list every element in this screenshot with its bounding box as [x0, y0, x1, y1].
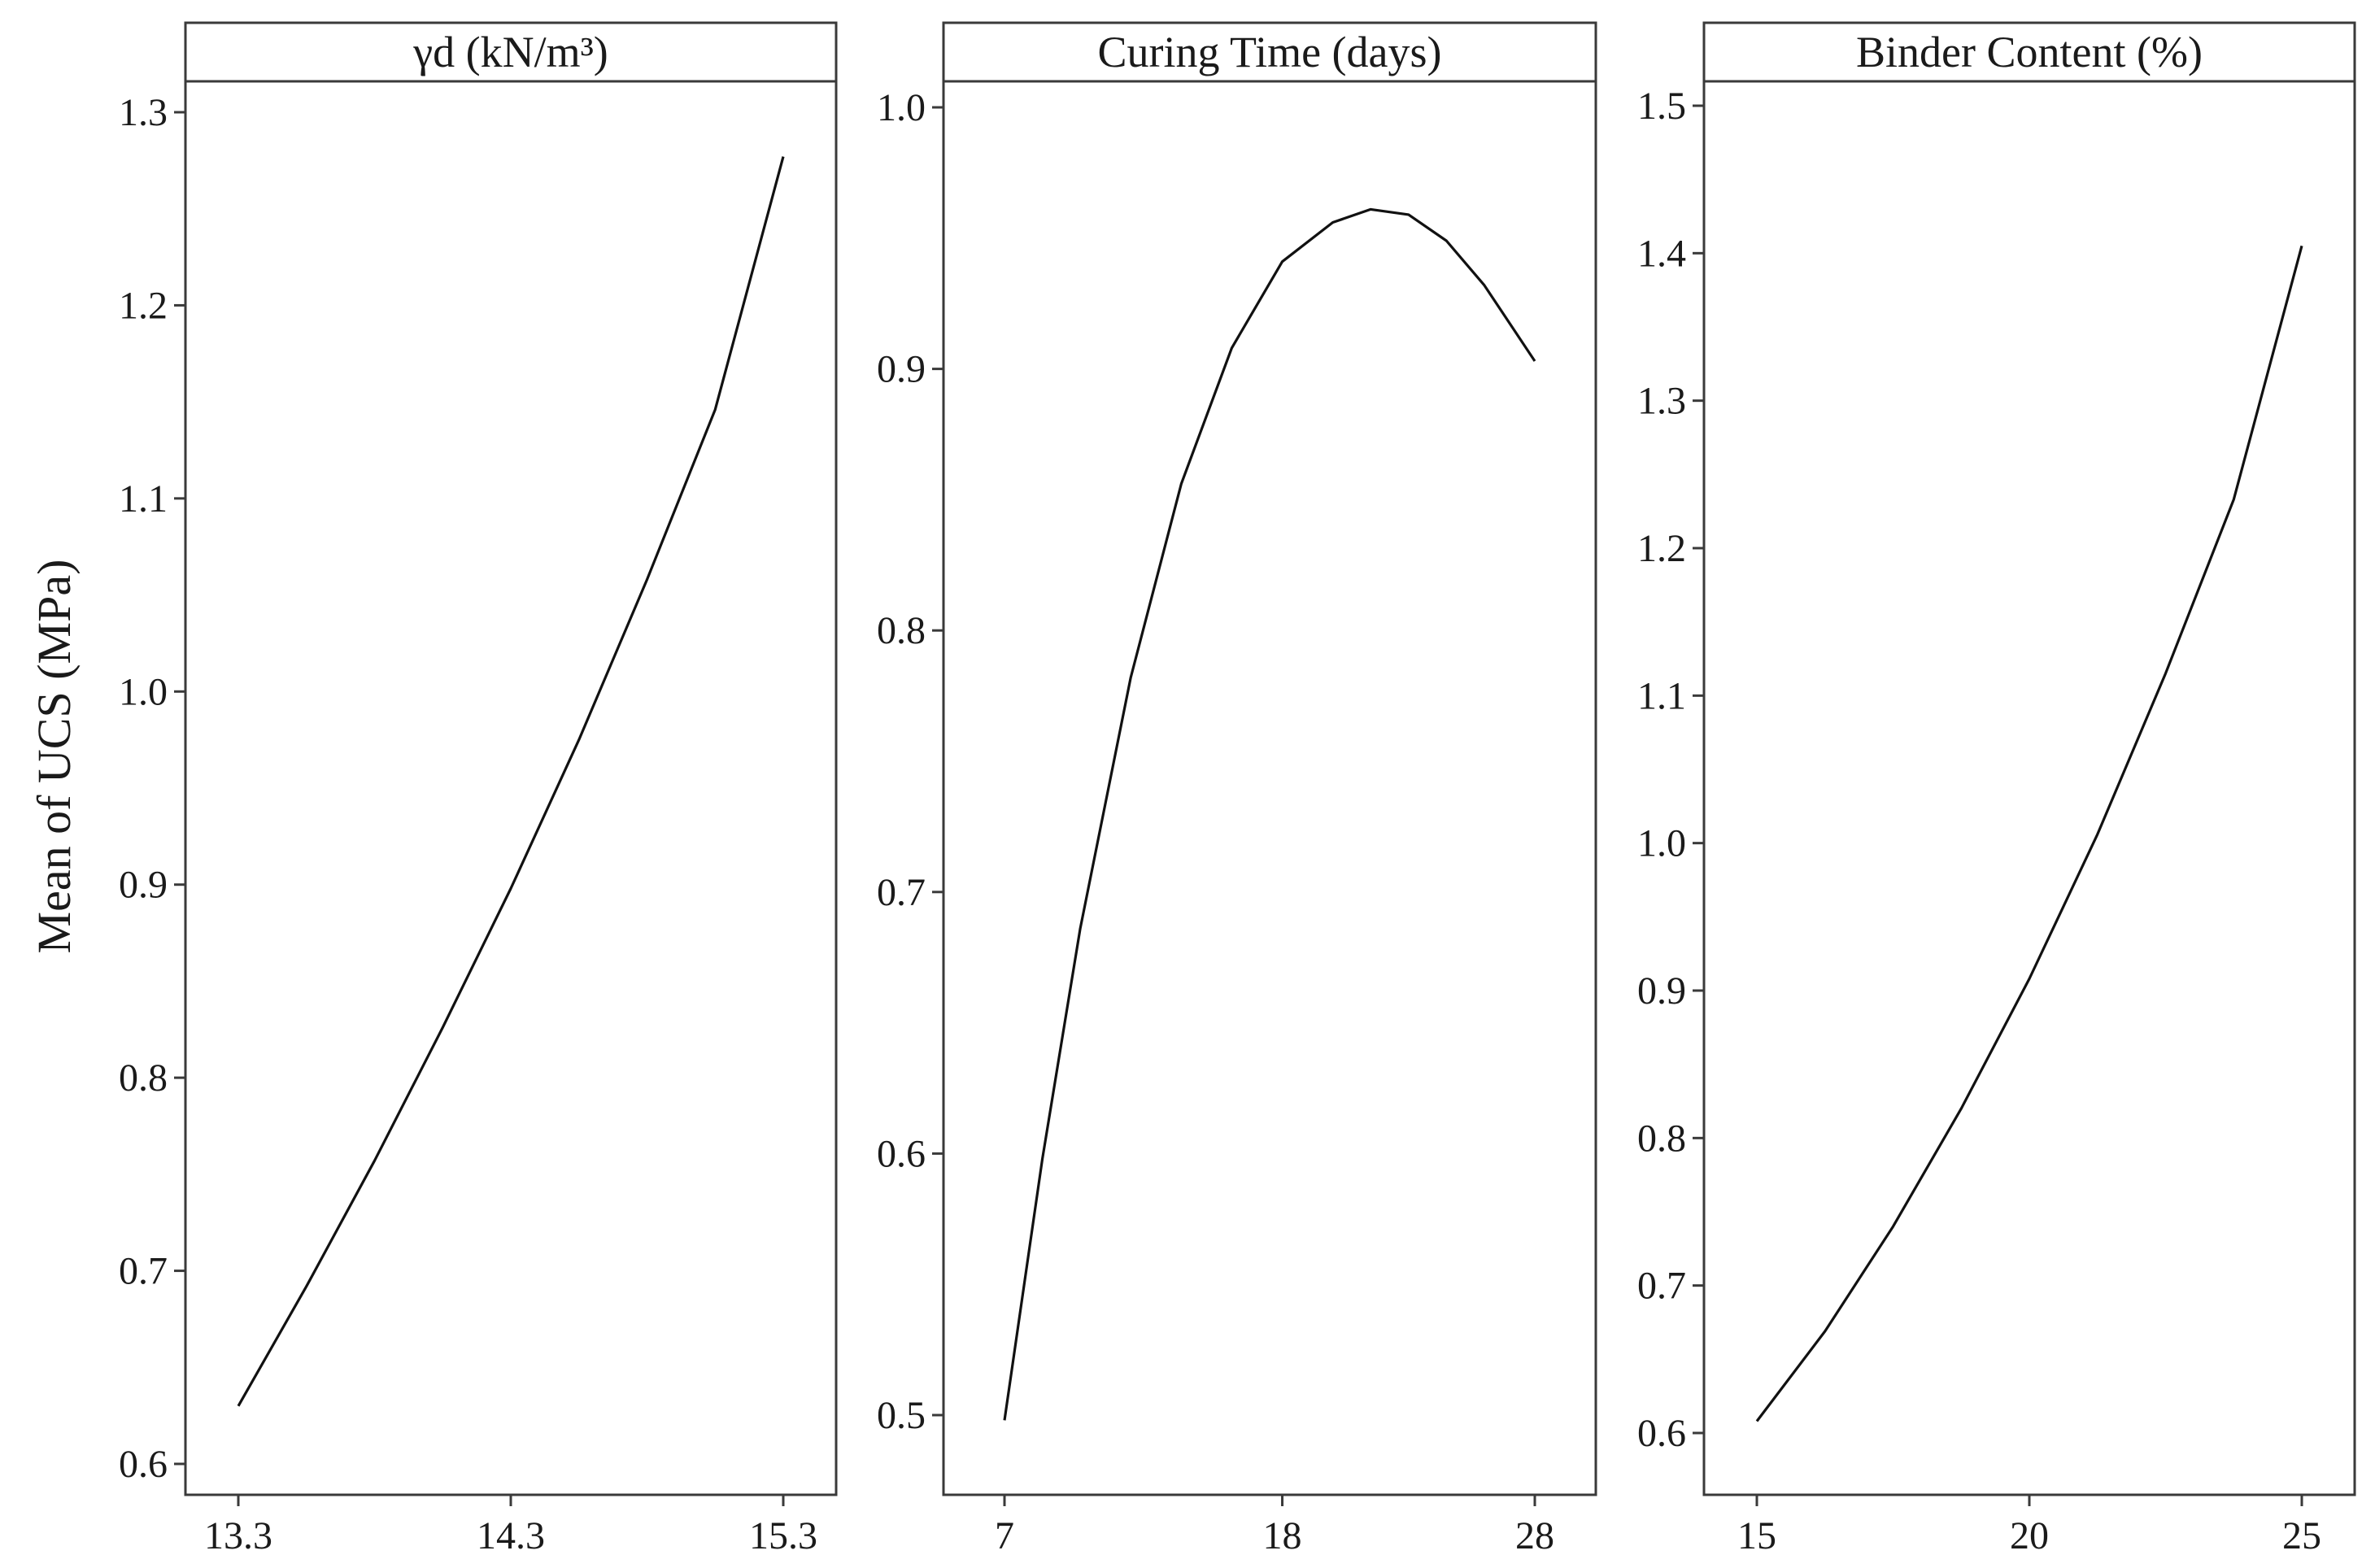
panel-title: Binder Content (%)	[1856, 28, 2203, 76]
y-tick-label: 0.6	[877, 1132, 926, 1175]
x-tick-label: 18	[1263, 1514, 1302, 1557]
x-tick-label: 15.3	[749, 1514, 817, 1557]
panel-3: Binder Content (%) 0.6 0.7 0.8 0.9 1.0 1.1 1.2 1…	[1637, 21, 2356, 1557]
panel-strip	[1702, 21, 2356, 83]
y-axis-label: Mean of UCS (MPa)	[28, 560, 81, 954]
y-tick-label: 1.1	[1637, 674, 1686, 717]
y-tick-label: 1.1	[119, 477, 168, 520]
x-tick-label: 20	[2010, 1514, 2049, 1557]
series-line	[1003, 207, 1536, 1421]
y-tick-label: 0.9	[1637, 969, 1686, 1013]
x-tick-label: 13.3	[204, 1514, 272, 1557]
y-tick-label: 0.6	[1637, 1412, 1686, 1455]
y-tick-label: 1.2	[1637, 527, 1686, 570]
panel-1: γd (kN/m³) 0.6 0.7 0.8 0.9 1.0 1.1 1.2 1.3 13.3 14…	[119, 21, 838, 1557]
panel-title: γd (kN/m³)	[412, 28, 608, 76]
y-tick-label: 1.2	[119, 284, 168, 327]
y-tick-label: 0.7	[119, 1250, 168, 1293]
y-tick-label: 1.0	[877, 86, 926, 129]
x-tick-label: 14.3	[477, 1514, 545, 1557]
y-tick-label: 0.8	[119, 1056, 168, 1100]
x-tick-label: 25	[2282, 1514, 2321, 1557]
panels: γd (kN/m³) 0.6 0.7 0.8 0.9 1.0 1.1 1.2 1.3 13.3 14…	[119, 21, 2356, 1557]
x-tick-label: 28	[1515, 1514, 1554, 1557]
y-tick-label: 1.4	[1637, 232, 1686, 275]
y-tick-label: 1.5	[1637, 85, 1686, 128]
panel-frame	[184, 21, 838, 1496]
y-tick-label: 1.0	[119, 670, 168, 713]
series-line	[237, 156, 785, 1407]
y-tick-label: 0.5	[877, 1394, 926, 1437]
y-tick-label: 0.7	[1637, 1265, 1686, 1308]
panel-frame	[942, 21, 1597, 1496]
panel-frame	[1702, 21, 2356, 1496]
y-tick-label: 0.8	[877, 609, 926, 652]
x-tick-label: 15	[1737, 1514, 1776, 1557]
panel-2: Curing Time (days) 0.5 0.6 0.7 0.8 0.9 1.0 7 18 2…	[877, 21, 1597, 1557]
y-tick-label: 0.9	[119, 864, 168, 907]
panel-strip	[184, 21, 838, 83]
panel-strip	[942, 21, 1597, 83]
y-tick-label: 1.3	[1637, 380, 1686, 423]
y-tick-label: 1.0	[1637, 822, 1686, 865]
y-tick-label: 0.9	[877, 348, 926, 391]
panel-title: Curing Time (days)	[1097, 28, 1441, 76]
y-tick-label: 0.7	[877, 871, 926, 914]
y-tick-label: 0.8	[1637, 1117, 1686, 1160]
series-line	[1755, 245, 2303, 1422]
x-tick-label: 7	[995, 1514, 1014, 1557]
y-tick-label: 0.6	[119, 1443, 168, 1486]
y-tick-label: 1.3	[119, 91, 168, 134]
